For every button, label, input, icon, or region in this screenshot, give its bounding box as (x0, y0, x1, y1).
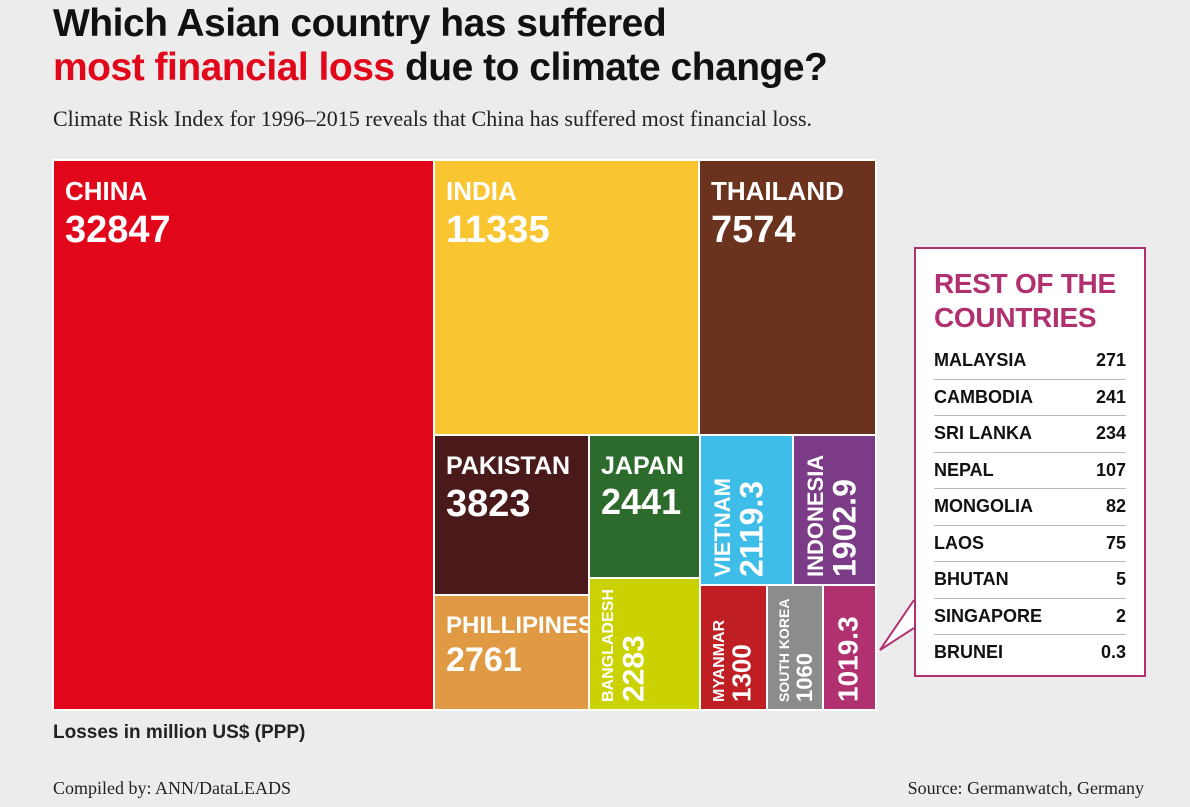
treemap-rect-phillipines (433, 594, 590, 711)
chart-title: Which Asian country has suffered most fi… (53, 2, 828, 90)
rest-country-row-mongolia: MONGOLIA 82 (934, 489, 1126, 526)
treemap-rect-south-korea (766, 584, 824, 711)
rest-country-name: BHUTAN (934, 569, 1009, 590)
treemap-label-japan: JAPAN (601, 452, 684, 480)
unit-note: Losses in million US$ (PPP) (53, 722, 306, 743)
rest-country-row-malaysia: MALAYSIA 271 (934, 343, 1126, 380)
treemap-label-phillipines: PHILLIPINES (446, 612, 594, 639)
rest-panel-title: REST OF THE COUNTRIES (934, 268, 1116, 333)
rest-country-row-bhutan: BHUTAN 5 (934, 562, 1126, 599)
title-line-2-rest: due to climate change? (394, 46, 828, 89)
rest-country-name: MALAYSIA (934, 350, 1027, 371)
rest-country-name: NEPAL (934, 459, 994, 480)
treemap-label-china: CHINA (65, 176, 148, 206)
rest-country-value: 82 (1105, 496, 1126, 517)
treemap-label-pakistan: PAKISTAN (446, 452, 570, 480)
treemap-label-thailand: THAILAND (711, 176, 844, 206)
treemap-rect-pakistan (433, 434, 590, 596)
rest-country-value: 241 (1095, 386, 1126, 407)
rest-country-value: 107 (1095, 459, 1126, 480)
rest-country-row-brunei: BRUNEI 0.3 (934, 635, 1126, 671)
rest-country-name: BRUNEI (934, 642, 1004, 663)
treemap-rect-myanmar (699, 584, 768, 711)
treemap-label-vietnam: VIETNAM (710, 478, 735, 577)
treemap-rect-india (433, 159, 700, 436)
treemap-rect-bangladesh (588, 577, 701, 711)
source-credit: Source: Germanwatch, Germany (907, 778, 1144, 798)
rest-country-value: 271 (1095, 350, 1126, 371)
rest-country-value: 75 (1105, 532, 1126, 553)
treemap-value-thailand: 7574 (711, 209, 796, 251)
treemap-value-india: 11335 (446, 209, 550, 251)
treemap-value-japan: 2441 (601, 481, 681, 522)
rest-country-name: SINGAPORE (934, 605, 1043, 626)
rest-country-value: 234 (1095, 423, 1126, 444)
compiled-by: Compiled by: ANN/DataLEADS (53, 778, 291, 798)
rest-country-value: 2 (1115, 605, 1126, 626)
treemap-value-indonesia: 1902.9 (826, 479, 862, 577)
treemap-label-indonesia: INDONESIA (803, 455, 828, 577)
rest-country-row-laos: LAOS 75 (934, 526, 1126, 562)
rest-country-name: SRI LANKA (934, 423, 1032, 444)
treemap-value-vietnam: 2119.3 (733, 481, 769, 577)
treemap-label-myanmar: MYANMAR (711, 619, 728, 702)
treemap-rect-indonesia (792, 434, 877, 586)
treemap-rect-vietnam (699, 434, 794, 586)
rest-panel-pointer (879, 599, 915, 651)
treemap-rect-japan (588, 434, 701, 579)
rest-country-row-nepal: NEPAL 107 (934, 453, 1126, 489)
treemap-label-india: INDIA (446, 176, 517, 206)
rest-country-row-sri-lanka: SRI LANKA 234 (934, 416, 1126, 453)
rest-country-value: 0.3 (1100, 642, 1126, 663)
rest-country-name: CAMBODIA (934, 386, 1033, 407)
rest-countries-list: MALAYSIA 271 CAMBODIA 241 SRI LANKA 234 NEPAL 1… (934, 343, 1126, 671)
treemap-label-bangladesh: BANGLADESH (600, 589, 617, 702)
rest-of-countries-panel: REST OF THE COUNTRIES MALAYSIA 271 CAMBODI… (914, 247, 1146, 677)
treemap-label-south-korea: SOUTH KOREA (776, 599, 792, 702)
rest-country-row-cambodia: CAMBODIA 241 (934, 380, 1126, 416)
rest-country-name: LAOS (934, 532, 985, 553)
treemap-value-myanmar: 1300 (727, 644, 757, 702)
chart-subtitle: Climate Risk Index for 1996–2015 reveals… (53, 106, 813, 131)
treemap-cell-pakistan: PAKISTAN 3823 (433, 434, 590, 596)
treemap-cell-bangladesh: BANGLADESH 2283 (588, 577, 701, 711)
treemap-value-phillipines: 2761 (446, 641, 522, 679)
treemap-value-pakistan: 3823 (446, 483, 531, 525)
rest-country-name: MONGOLIA (934, 496, 1033, 517)
title-line-1: Which Asian country has suffered (53, 2, 667, 45)
treemap-rect-other-1019-3 (822, 584, 877, 711)
treemap-cell-other-1019-3: 1019.3 (822, 584, 877, 711)
treemap-value-other-1019-3: 1019.3 (833, 616, 864, 702)
treemap-value-china: 32847 (65, 209, 171, 251)
treemap-cell-south-korea: SOUTH KOREA 1060 (766, 584, 824, 711)
treemap-value-bangladesh: 2283 (618, 635, 651, 702)
treemap-rect-china (52, 159, 435, 711)
rest-country-row-singapore: SINGAPORE 2 (934, 599, 1126, 635)
treemap-value-south-korea: 1060 (792, 653, 817, 702)
rest-country-value: 5 (1115, 569, 1126, 590)
title-highlight: most financial loss (53, 46, 395, 89)
